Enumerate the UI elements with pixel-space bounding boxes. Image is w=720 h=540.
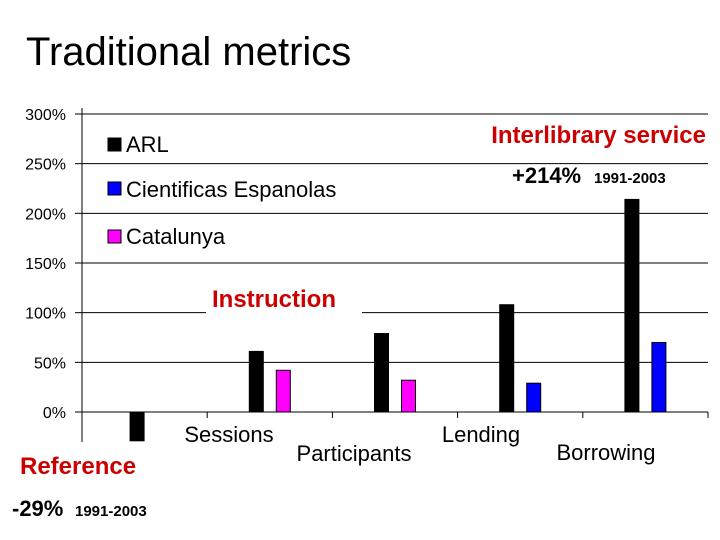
bar-borrowing-arl	[624, 198, 640, 413]
label-backdrop	[550, 440, 662, 466]
bar-lending-arl	[499, 304, 515, 413]
legend-swatch-arl	[107, 137, 122, 152]
label-backdrop	[425, 422, 537, 448]
y-tick-label: 300%	[25, 107, 66, 124]
gridlines	[82, 113, 708, 413]
category-label-borrowing: Borrowing	[556, 440, 655, 465]
legend-label-arl: ARL	[126, 132, 169, 157]
annotation-interlibrary: Interlibrary service +214% 1991-2003	[491, 122, 706, 188]
bar-borrowing-cientificas	[651, 341, 667, 413]
annotation-instruction: Instruction	[206, 286, 362, 318]
category-labels: Sessions Participants Lending Borrowing	[173, 422, 662, 467]
label-backdrop	[173, 422, 285, 448]
bar-sessions-arl	[248, 350, 264, 413]
bar-participants-arl	[374, 333, 389, 413]
label-backdrop	[298, 441, 410, 467]
interlibrary-label: Interlibrary service	[491, 122, 706, 149]
reference-period: 1991-2003	[75, 503, 147, 520]
legend-label-catalunya: Catalunya	[126, 224, 226, 249]
bar-lending-cientificas	[526, 382, 542, 413]
y-tick-label: 150%	[25, 256, 66, 273]
category-label-lending: Lending	[442, 422, 520, 447]
bar-sessions-catalunya	[275, 369, 291, 413]
instruction-label: Instruction	[212, 286, 336, 313]
y-tick-label: 0%	[43, 405, 66, 422]
interlibrary-change-value: +214%	[512, 163, 581, 188]
legend-swatch-cientificas	[107, 181, 122, 196]
legend-swatch-catalunya	[107, 229, 122, 244]
bar-participants-catalunya	[401, 379, 416, 413]
interlibrary-period: 1991-2003	[594, 170, 666, 187]
y-tick-label: 200%	[25, 206, 66, 223]
y-tick-label: 100%	[25, 306, 66, 323]
bar-reference-arl	[129, 411, 145, 442]
reference-label: Reference	[20, 453, 136, 480]
bars	[129, 198, 667, 442]
category-label-participants: Participants	[297, 441, 412, 466]
interlibrary-change: +214%	[512, 163, 581, 188]
reference-change: -29%	[12, 496, 63, 521]
legend: ARL Cientificas Espanolas Catalunya	[107, 132, 336, 249]
y-tick-label: 50%	[34, 355, 66, 372]
annotation-reference: Reference -29% 1991-2003	[12, 453, 147, 521]
y-axis: 300% 250% 200% 150% 100% 50% 0%	[25, 107, 709, 442]
y-tick-label: 250%	[25, 157, 66, 174]
category-label-sessions: Sessions	[184, 422, 273, 447]
slide-title: Traditional metrics	[26, 30, 352, 74]
legend-label-cientificas: Cientificas Espanolas	[126, 177, 336, 202]
